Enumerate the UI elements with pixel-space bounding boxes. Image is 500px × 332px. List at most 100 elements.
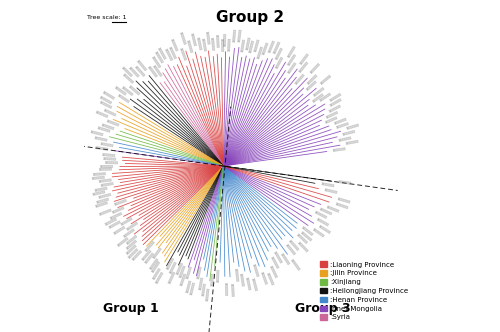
- Text: XXXXXXX: XXXXXXX: [320, 183, 335, 189]
- Text: XXXXXXX: XXXXXXX: [168, 270, 178, 284]
- Text: XXXXXXX: XXXXXXX: [326, 205, 340, 214]
- Text: XXXXXXX: XXXXXXX: [114, 198, 128, 207]
- Text: XXXXXXX: XXXXXXX: [92, 190, 107, 197]
- Text: XXXXXXX: XXXXXXX: [186, 279, 194, 293]
- Text: XXXXXXX: XXXXXXX: [295, 233, 308, 246]
- Text: XXXXXXX: XXXXXXX: [98, 100, 112, 110]
- Text: XXXXXXX: XXXXXXX: [328, 104, 342, 114]
- Text: XXXXXXX: XXXXXXX: [176, 261, 186, 275]
- Text: XXXXXXX: XXXXXXX: [100, 165, 114, 169]
- Text: XXXXXXX: XXXXXXX: [224, 32, 228, 46]
- Text: XXXXXXX: XXXXXXX: [273, 40, 282, 54]
- Text: XXXXXXX: XXXXXXX: [250, 39, 256, 53]
- Text: XXXXXXX: XXXXXXX: [166, 256, 177, 271]
- Text: XXXXXXX: XXXXXXX: [145, 239, 158, 253]
- Text: XXXXXXX: XXXXXXX: [290, 258, 301, 272]
- Text: XXXXXXX: XXXXXXX: [92, 176, 106, 181]
- Text: XXXXXXX: XXXXXXX: [287, 53, 298, 67]
- Text: XXXXXXX: XXXXXXX: [262, 41, 271, 56]
- Text: XXXXXXX: XXXXXXX: [316, 217, 330, 228]
- Text: XXXXXXX: XXXXXXX: [319, 208, 333, 217]
- Text: XXXXXXX: XXXXXXX: [298, 60, 310, 74]
- Text: XXXXXXX: XXXXXXX: [96, 126, 111, 134]
- Text: XXXXXXX: XXXXXXX: [98, 193, 112, 200]
- Text: XXXXXXX: XXXXXXX: [306, 79, 319, 92]
- Text: XXXXXXX: XXXXXXX: [126, 221, 140, 232]
- Text: XXXXXXX: XXXXXXX: [324, 116, 338, 125]
- Text: XXXXXXX: XXXXXXX: [135, 59, 147, 72]
- Text: Tree scale: 1: Tree scale: 1: [88, 15, 127, 20]
- Text: XXXXXXX: XXXXXXX: [178, 46, 186, 61]
- Text: XXXXXXX: XXXXXXX: [101, 90, 115, 101]
- Text: XXXXXXX: XXXXXXX: [99, 168, 114, 172]
- Text: XXXXXXX: XXXXXXX: [154, 50, 164, 65]
- Text: XXXXXXX: XXXXXXX: [102, 108, 117, 118]
- Text: XXXXXXX: XXXXXXX: [300, 225, 314, 237]
- Text: XXXXXXX: XXXXXXX: [202, 282, 208, 296]
- Text: XXXXXXX: XXXXXXX: [152, 246, 164, 260]
- Text: XXXXXXX: XXXXXXX: [198, 265, 204, 279]
- Text: XXXXXXX: XXXXXXX: [90, 130, 104, 137]
- Text: XXXXXXX: XXXXXXX: [144, 251, 156, 265]
- Text: Group 2: Group 2: [216, 10, 284, 25]
- Text: XXXXXXX: XXXXXXX: [206, 287, 211, 301]
- Text: XXXXXXX: XXXXXXX: [155, 270, 166, 284]
- Text: XXXXXXX: XXXXXXX: [186, 40, 193, 54]
- Text: XXXXXXX: XXXXXXX: [306, 73, 320, 85]
- Text: XXXXXXX: XXXXXXX: [94, 110, 108, 119]
- Text: XXXXXXX: XXXXXXX: [113, 86, 126, 97]
- Text: XXXXXXX: XXXXXXX: [338, 136, 352, 143]
- Text: XXXXXXX: XXXXXXX: [252, 263, 260, 278]
- Text: XXXXXXX: XXXXXXX: [152, 266, 164, 280]
- Text: XXXXXXX: XXXXXXX: [126, 239, 139, 251]
- Text: XXXXXXX: XXXXXXX: [260, 271, 268, 286]
- Text: XXXXXXX: XXXXXXX: [110, 211, 124, 220]
- Text: XXXXXXX: XXXXXXX: [150, 55, 162, 69]
- Text: XXXXXXX: XXXXXXX: [167, 46, 176, 60]
- Legend: :Liaoning Province, :Jilin Province, :Xinjiang, :Heilongjiang Province, :Henan P: :Liaoning Province, :Jilin Province, :Xi…: [318, 260, 409, 322]
- Text: XXXXXXX: XXXXXXX: [250, 278, 258, 292]
- Text: XXXXXXX: XXXXXXX: [284, 243, 296, 256]
- Text: XXXXXXX: XXXXXXX: [121, 73, 134, 85]
- Text: XXXXXXX: XXXXXXX: [332, 147, 347, 153]
- Text: XXXXXXX: XXXXXXX: [186, 265, 194, 280]
- Text: XXXXXXX: XXXXXXX: [320, 92, 334, 103]
- Text: XXXXXXX: XXXXXXX: [279, 252, 290, 266]
- Text: XXXXXXX: XXXXXXX: [178, 32, 186, 46]
- Text: XXXXXXX: XXXXXXX: [238, 272, 244, 287]
- Text: XXXXXXX: XXXXXXX: [256, 45, 265, 59]
- Text: XXXXXXX: XXXXXXX: [169, 38, 178, 52]
- Text: XXXXXXX: XXXXXXX: [300, 231, 313, 243]
- Text: XXXXXXX: XXXXXXX: [334, 117, 348, 126]
- Text: XXXXXXX: XXXXXXX: [233, 28, 238, 42]
- Text: XXXXXXX: XXXXXXX: [128, 66, 140, 79]
- Text: XXXXXXX: XXXXXXX: [169, 260, 178, 274]
- Text: XXXXXXX: XXXXXXX: [94, 146, 109, 152]
- Text: XXXXXXX: XXXXXXX: [132, 249, 144, 262]
- Text: XXXXXXX: XXXXXXX: [318, 225, 332, 236]
- Text: XXXXXXX: XXXXXXX: [238, 27, 244, 42]
- Text: XXXXXXX: XXXXXXX: [218, 268, 222, 282]
- Text: XXXXXXX: XXXXXXX: [105, 217, 119, 227]
- Text: XXXXXXX: XXXXXXX: [123, 227, 136, 239]
- Text: XXXXXXX: XXXXXXX: [94, 186, 108, 193]
- Text: XXXXXXX: XXXXXXX: [146, 65, 158, 79]
- Text: XXXXXXX: XXXXXXX: [241, 37, 247, 52]
- Text: XXXXXXX: XXXXXXX: [336, 122, 350, 129]
- Text: XXXXXXX: XXXXXXX: [116, 94, 130, 105]
- Text: XXXXXXX: XXXXXXX: [106, 161, 120, 165]
- Text: XXXXXXX: XXXXXXX: [98, 178, 112, 184]
- Text: XXXXXXX: XXXXXXX: [266, 272, 274, 286]
- Text: XXXXXXX: XXXXXXX: [268, 39, 277, 54]
- Text: XXXXXXX: XXXXXXX: [312, 227, 326, 239]
- Text: XXXXXXX: XXXXXXX: [214, 34, 219, 48]
- Text: XXXXXXX: XXXXXXX: [312, 92, 326, 103]
- Text: XXXXXXX: XXXXXXX: [337, 197, 351, 205]
- Text: XXXXXXX: XXXXXXX: [346, 140, 360, 146]
- Text: XXXXXXX: XXXXXXX: [296, 241, 308, 254]
- Text: XXXXXXX: XXXXXXX: [134, 65, 146, 78]
- Text: XXXXXXX: XXXXXXX: [190, 281, 197, 296]
- Text: XXXXXXX: XXXXXXX: [272, 251, 283, 265]
- Text: XXXXXXX: XXXXXXX: [338, 180, 352, 186]
- Text: XXXXXXX: XXXXXXX: [334, 202, 348, 210]
